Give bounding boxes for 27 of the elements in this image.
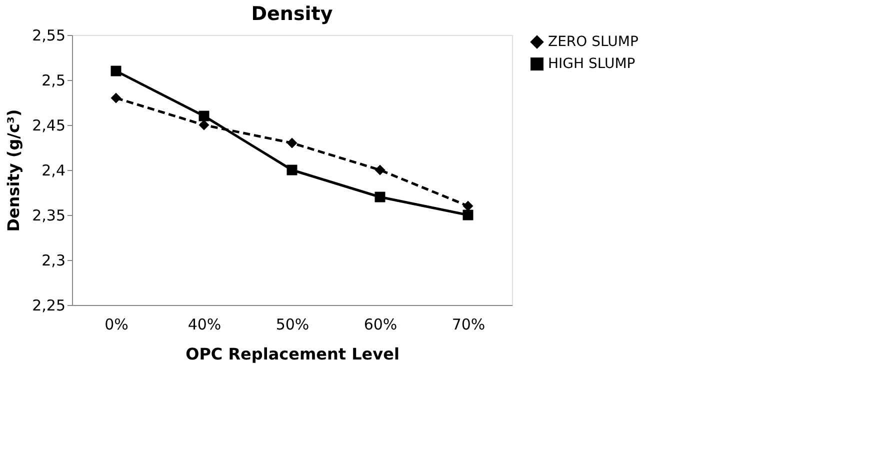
point <box>198 120 210 130</box>
point <box>198 110 210 122</box>
x-tick-label: 40% <box>188 316 222 334</box>
x-tick-label: 60% <box>364 316 398 334</box>
y-tick-label: 2,45 <box>32 116 66 134</box>
y-tick-label: 2,4 <box>42 162 66 180</box>
y-tick-label: 2,55 <box>32 26 66 44</box>
point <box>374 192 386 202</box>
legend-label: ZERO SLUMP <box>548 34 638 50</box>
legend-label: HIGH SLUMP <box>548 56 636 72</box>
chart-title: Density <box>251 3 334 25</box>
x-tick-label: 70% <box>452 316 486 334</box>
point <box>462 200 474 212</box>
y-tick-label: 2,25 <box>32 296 66 314</box>
point <box>462 210 474 220</box>
point <box>110 92 122 104</box>
point <box>110 66 122 76</box>
y-tick-label: 2,5 <box>42 72 66 90</box>
point <box>374 164 386 176</box>
x-axis-title: OPC Replacement Level <box>186 344 400 364</box>
x-tick-label: 0% <box>104 316 128 334</box>
y-tick-label: 2,3 <box>42 252 66 270</box>
y-axis-title: Density (g/c³) <box>4 109 24 232</box>
y-tick-label: 2,35 <box>32 206 66 224</box>
point <box>286 164 298 176</box>
point <box>286 138 298 148</box>
x-tick-label: 50% <box>276 316 310 334</box>
